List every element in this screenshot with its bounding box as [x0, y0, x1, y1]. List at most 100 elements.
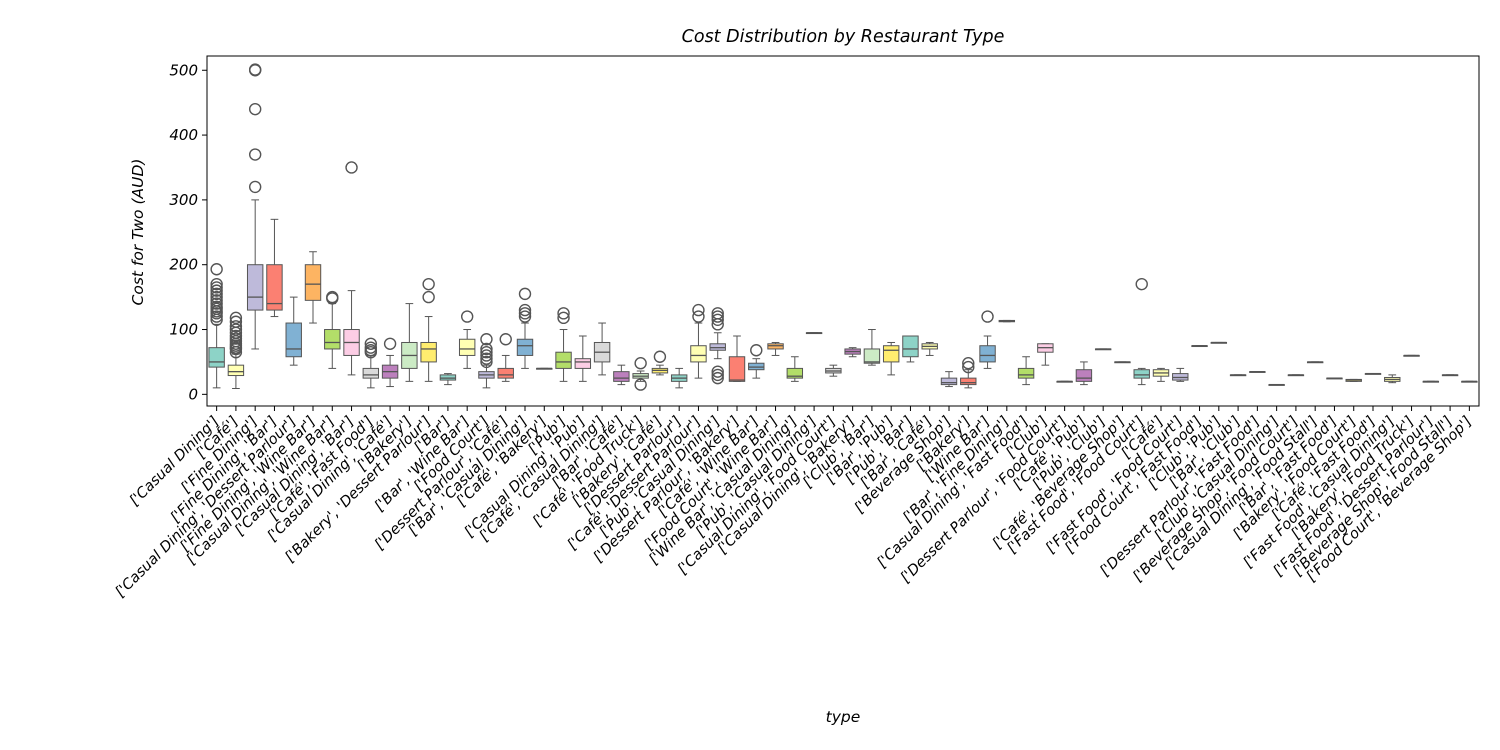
box-group [863, 329, 881, 366]
box-group [324, 290, 341, 369]
box-group [902, 335, 919, 363]
box-group [940, 371, 958, 388]
box [1075, 369, 1093, 382]
box-group [555, 307, 572, 382]
box-group [921, 341, 938, 356]
y-tick-label: 0 [188, 385, 198, 403]
outlier-point [499, 333, 512, 346]
outlier-point [711, 371, 724, 385]
outlier-point [653, 350, 667, 363]
outlier-point [345, 161, 358, 174]
x-axis: ['Casual Dining']['Café']['Fine Dining']… [112, 406, 1475, 601]
box-group [381, 337, 399, 388]
y-axis: 0 100 200 300 400 500 [169, 61, 207, 403]
box [324, 329, 341, 350]
box [979, 345, 996, 363]
box-group [227, 311, 245, 389]
box-group [1114, 361, 1131, 364]
box-group [825, 364, 842, 377]
box-group [1268, 383, 1285, 386]
box [690, 345, 707, 363]
outlier-point [248, 180, 262, 194]
box-group [497, 333, 514, 382]
box-group [651, 350, 669, 376]
outlier-point [422, 277, 435, 291]
outlier-point [692, 303, 705, 317]
box-group [1094, 348, 1112, 351]
box-group [266, 218, 283, 318]
box-group [805, 332, 823, 335]
box-group [1384, 374, 1401, 384]
box-group [960, 357, 977, 389]
box [728, 356, 746, 382]
outlier-point [248, 148, 262, 161]
plot-area [208, 63, 1478, 391]
box [497, 367, 514, 379]
box-group [998, 319, 1016, 323]
box [1017, 367, 1035, 379]
box [555, 351, 572, 369]
outlier-point [711, 313, 724, 326]
outlier-point [229, 311, 243, 325]
outlier-point [460, 310, 474, 323]
outlier-point [557, 311, 570, 325]
outlier-point [480, 355, 493, 369]
outlier-point [711, 365, 724, 378]
box-group [1037, 343, 1054, 366]
outlier-point [518, 310, 532, 323]
y-tick-label: 300 [169, 191, 198, 209]
outlier-point [229, 320, 243, 333]
box-group [401, 303, 418, 382]
outlier-point [210, 294, 223, 307]
box [285, 322, 302, 358]
box-group [1422, 380, 1440, 383]
box-group [1249, 370, 1266, 373]
box-group [670, 367, 688, 389]
outlier-point [634, 378, 647, 391]
y-tick-label: 100 [169, 321, 198, 339]
box-group [478, 333, 495, 389]
box-group [420, 277, 437, 382]
x-axis-label: type [826, 708, 861, 726]
chart-title: Cost Distribution by Restaurant Type [682, 27, 1005, 47]
outlier-point [981, 310, 994, 323]
box-group [516, 287, 534, 369]
outlier-point [962, 360, 975, 374]
box-group [304, 251, 322, 324]
outlier-point [480, 333, 493, 346]
outlier-point [210, 310, 223, 323]
box-group [1364, 372, 1382, 375]
outlier-point [480, 346, 493, 359]
box [863, 348, 881, 364]
box-group [728, 335, 746, 382]
outlier-point [326, 290, 339, 304]
box-group [1229, 374, 1247, 377]
box-group [1133, 277, 1150, 386]
box-group [208, 263, 225, 389]
plot-frame [206, 55, 1480, 407]
box-group [748, 344, 765, 379]
box-group [362, 337, 380, 389]
outlier-point [480, 349, 493, 362]
box-group [1345, 378, 1362, 382]
box-group [882, 341, 900, 376]
y-tick-label: 200 [169, 256, 198, 274]
box [246, 264, 264, 311]
box-group [979, 310, 996, 369]
outlier-point [229, 329, 243, 343]
outlier-point [518, 303, 532, 317]
outlier-point [210, 263, 223, 276]
box-group [574, 335, 592, 382]
box [227, 364, 245, 377]
outlier-point [229, 315, 243, 328]
outlier-point [480, 342, 493, 356]
box [516, 338, 534, 356]
box-group [1191, 345, 1208, 348]
outlier-point [364, 337, 378, 350]
box [208, 347, 225, 368]
box-group [786, 356, 804, 382]
outlier-point [750, 344, 763, 357]
outlier-point [210, 281, 223, 294]
y-tick-label: 500 [169, 61, 198, 79]
